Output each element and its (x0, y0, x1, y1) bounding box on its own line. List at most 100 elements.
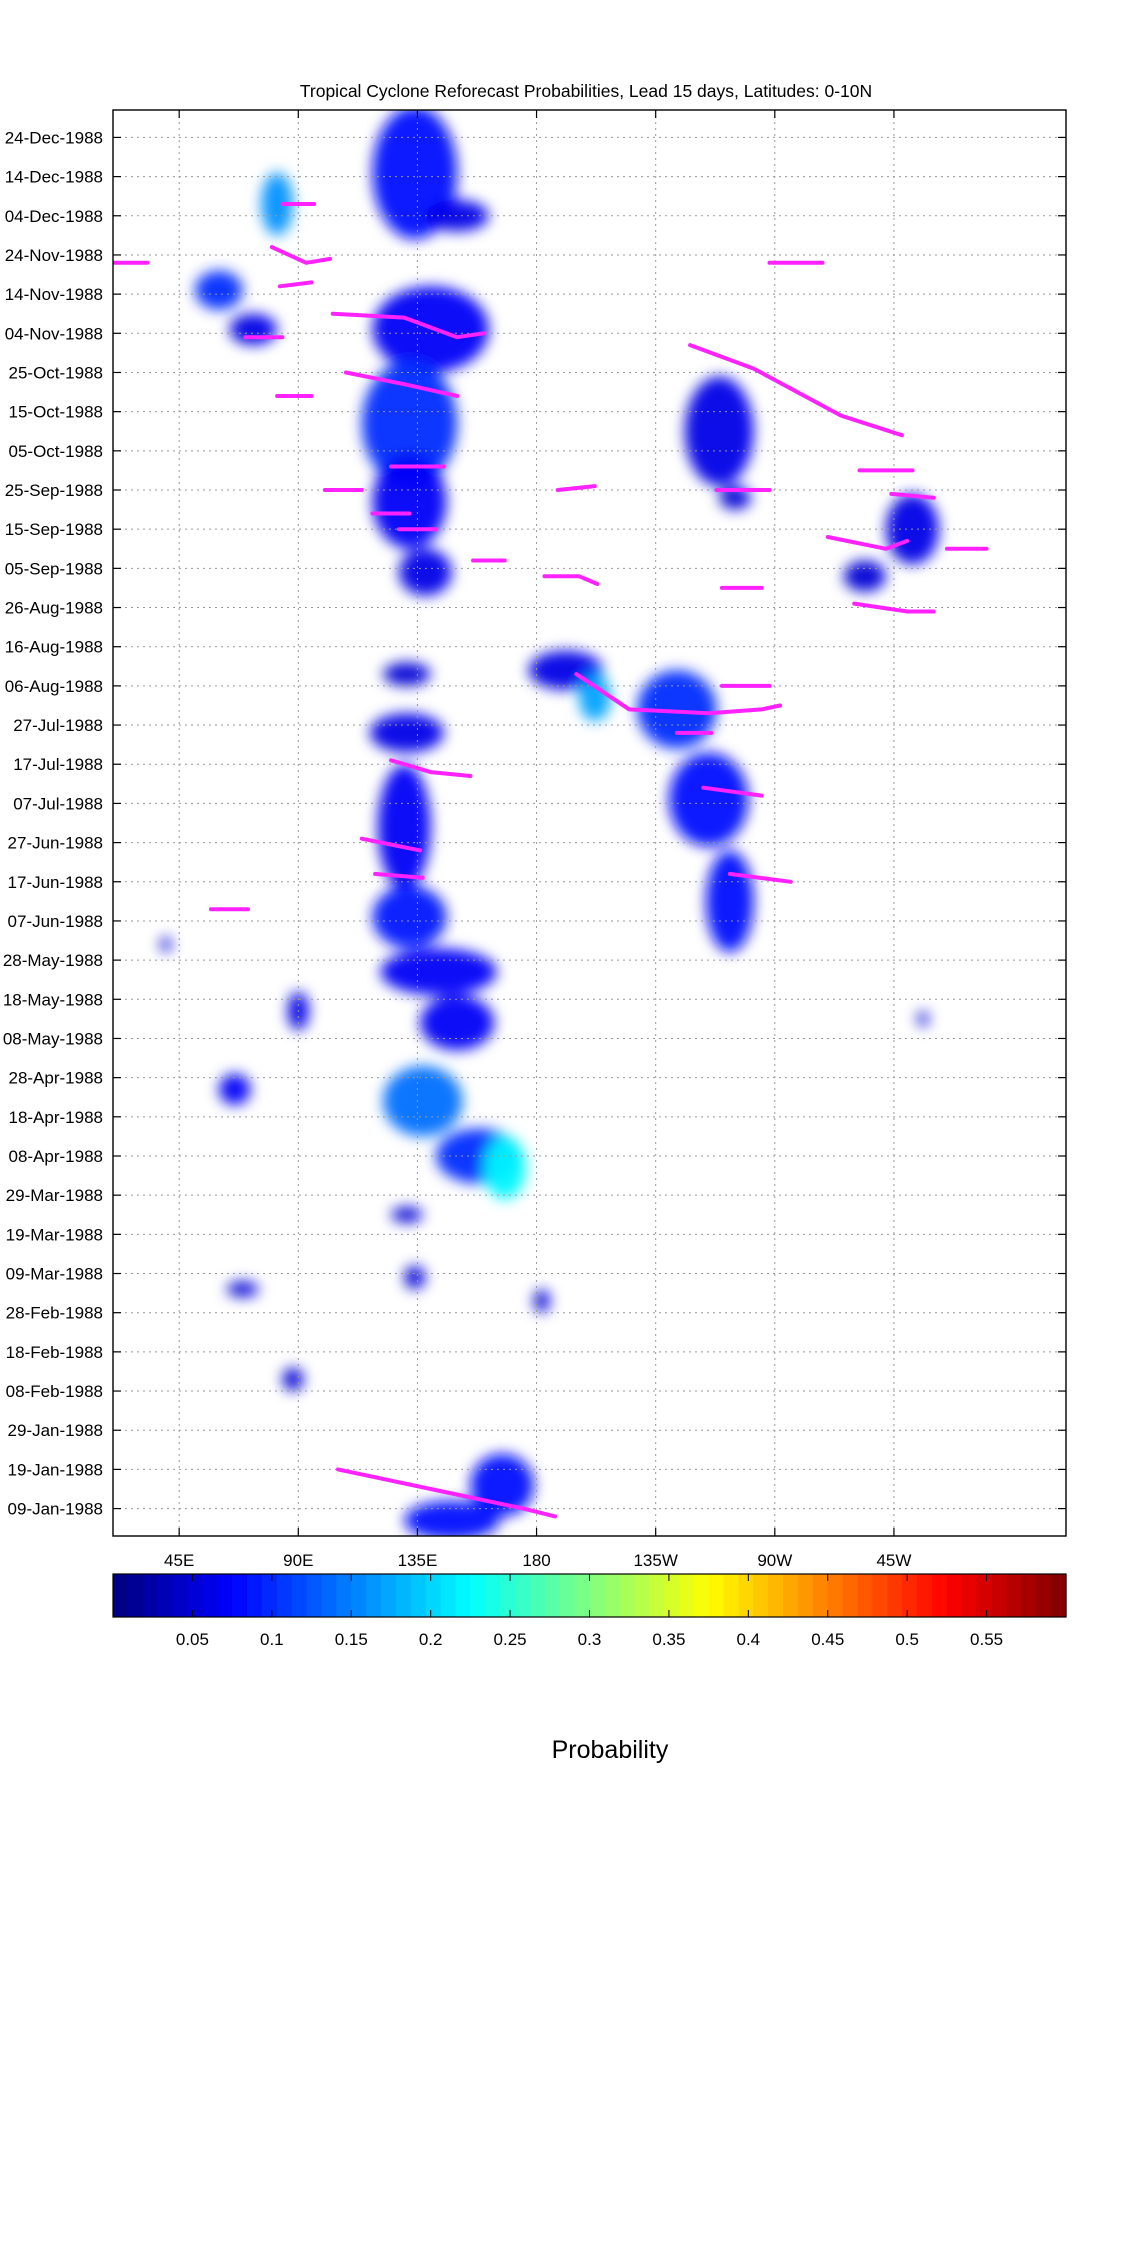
x-tick-label-1: 90E (283, 1551, 313, 1570)
colorbar-swatch-41 (723, 1574, 740, 1617)
colorbar-swatch-33 (604, 1574, 620, 1617)
probability-region-24 (637, 670, 717, 749)
grid-lines (113, 110, 1066, 1536)
probability-region-29 (226, 1281, 259, 1298)
y-tick-label-23: 08-May-1988 (3, 1029, 103, 1048)
colorbar-tick-label-7: 0.4 (737, 1630, 761, 1649)
cyclone-contour-31 (373, 871, 425, 880)
colorbar-swatch-39 (693, 1574, 710, 1617)
colorbar-swatch-49 (842, 1574, 859, 1617)
probability-region-3 (195, 270, 243, 310)
probability-region-37 (917, 1011, 929, 1027)
colorbar-swatch-48 (827, 1574, 844, 1617)
probability-region-33 (533, 1289, 550, 1313)
plot-area: 24-Dec-1988 14-Dec-1988 04-Dec-1988 24-Nov-… (3, 109, 1067, 1570)
colorbar-swatch-5 (187, 1574, 203, 1617)
y-tick-label-11: 05-Sep-1988 (5, 559, 103, 578)
y-tick-label-30: 28-Feb-1988 (6, 1304, 103, 1323)
y-tick-label-25: 18-Apr-1988 (8, 1108, 103, 1127)
cyclone-contour-30 (359, 836, 423, 853)
probability-region-13 (383, 662, 431, 686)
colorbar-swatch-2 (142, 1574, 159, 1617)
colorbar-swatch-12 (291, 1574, 308, 1617)
cyclone-contour-15 (555, 484, 597, 492)
colorbar-swatch-50 (857, 1574, 874, 1617)
probability-region-15 (377, 764, 431, 890)
colorbar-swatch-59 (991, 1574, 1008, 1617)
y-axis: 24-Dec-1988 14-Dec-1988 04-Dec-1988 24-Nov-… (3, 128, 1066, 1519)
y-tick-label-32: 08-Feb-1988 (6, 1382, 103, 1401)
x-axis: 45E 90E 135E 180 135W 90W 45W (164, 110, 911, 1570)
y-tick-label-3: 24-Nov-1988 (5, 246, 103, 265)
probability-region-32 (404, 1265, 426, 1290)
probability-region-7 (372, 454, 447, 549)
y-tick-label-0: 24-Dec-1988 (5, 128, 103, 147)
colorbar-swatch-14 (321, 1574, 337, 1617)
x-tick-label-6: 45W (876, 1551, 911, 1570)
y-tick-label-20: 07-Jun-1988 (8, 912, 103, 931)
colorbar-tick-label-3: 0.2 (419, 1630, 443, 1649)
probability-region-16 (372, 885, 447, 949)
colorbar-swatch-1 (127, 1574, 144, 1617)
colorbar-swatch-35 (634, 1574, 650, 1617)
cyclone-contour-28 (389, 758, 473, 778)
probability-region-4 (229, 313, 278, 346)
y-tick-label-28: 19-Mar-1988 (6, 1225, 103, 1244)
y-tick-label-22: 18-May-1988 (3, 990, 103, 1009)
y-tick-label-10: 15-Sep-1988 (5, 520, 103, 539)
colorbar-swatch-55 (931, 1574, 948, 1617)
y-tick-label-24: 28-Apr-1988 (8, 1069, 103, 1088)
colorbar-swatch-37 (663, 1574, 680, 1617)
y-tick-label-13: 16-Aug-1988 (5, 638, 103, 657)
cyclone-contours (113, 202, 989, 1519)
colorbar-swatch-54 (917, 1574, 933, 1617)
cyclone-contour-0 (336, 1467, 558, 1519)
y-tick-label-7: 15-Oct-1988 (9, 403, 104, 422)
x-tick-label-2: 135E (398, 1551, 438, 1570)
colorbar-swatch-13 (306, 1574, 323, 1617)
probability-region-17 (380, 948, 497, 996)
colorbar-swatch-22 (440, 1574, 457, 1617)
colorbar-swatch-52 (887, 1574, 903, 1617)
colorbar-swatch-43 (753, 1574, 769, 1617)
y-tick-label-6: 25-Oct-1988 (9, 363, 104, 382)
colorbar-swatch-3 (157, 1574, 174, 1617)
colorbar-tick-label-4: 0.25 (494, 1630, 527, 1649)
probability-region-30 (282, 1367, 304, 1392)
colorbar-swatch-30 (559, 1574, 576, 1617)
cyclone-contour-14 (542, 574, 600, 586)
plot-frame (112, 109, 1067, 1537)
colorbar-swatch-7 (217, 1574, 233, 1617)
probability-region-26 (705, 850, 754, 953)
colorbar-swatch-53 (902, 1574, 918, 1617)
probability-region-25 (668, 752, 749, 847)
y-tick-label-12: 26-Aug-1988 (5, 599, 103, 618)
colorbar-swatch-38 (678, 1574, 695, 1617)
y-tick-label-9: 25-Sep-1988 (5, 481, 103, 500)
y-tick-label-14: 06-Aug-1988 (5, 677, 103, 696)
colorbar-tick-label-0: 0.05 (176, 1630, 209, 1649)
colorbar-tick-label-10: 0.55 (970, 1630, 1003, 1649)
cyclone-contour-32 (727, 871, 793, 884)
cyclone-contour-4 (277, 280, 314, 289)
probability-region-2 (261, 172, 294, 236)
y-tick-label-26: 08-Apr-1988 (8, 1147, 103, 1166)
probability-region-35 (404, 1500, 500, 1536)
colorbar-swatch-51 (872, 1574, 888, 1617)
probability-region-18 (420, 995, 495, 1051)
y-tick-label-8: 05-Oct-1988 (9, 442, 104, 461)
colorbar-swatch-42 (738, 1574, 754, 1617)
colorbar-swatch-34 (619, 1574, 635, 1617)
y-tick-label-21: 28-May-1988 (3, 951, 103, 970)
plot-background (113, 110, 1066, 1536)
y-tick-label-17: 07-Jul-1988 (13, 794, 103, 813)
probability-region-19 (383, 1065, 463, 1137)
cyclone-contour-2 (269, 245, 333, 265)
cyclone-contour-5 (330, 311, 486, 340)
probability-region-8 (398, 548, 452, 596)
cyclone-contour-7 (344, 370, 460, 398)
colorbar-swatch-31 (574, 1574, 591, 1617)
colorbar-swatch-47 (812, 1574, 829, 1617)
y-tick-label-33: 29-Jan-1988 (8, 1421, 103, 1440)
colorbar-swatch-60 (1006, 1574, 1022, 1617)
